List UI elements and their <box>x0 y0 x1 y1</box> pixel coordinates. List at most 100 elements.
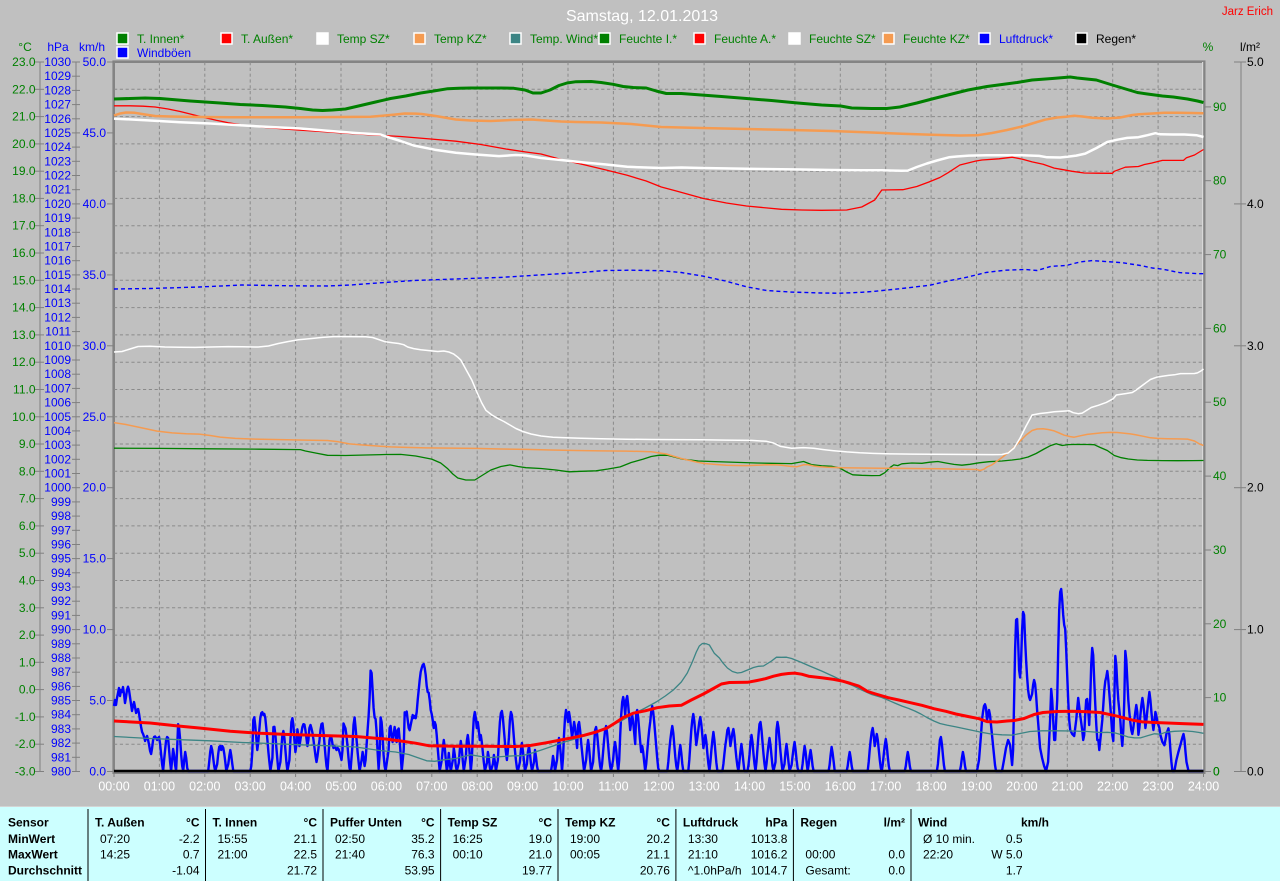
svg-text:Temp SZ*: Temp SZ* <box>337 32 390 46</box>
svg-text:°C: °C <box>18 40 32 54</box>
svg-text:1019: 1019 <box>44 211 71 225</box>
svg-text:990: 990 <box>51 623 71 637</box>
svg-text:20: 20 <box>1213 617 1227 631</box>
svg-text:21.1: 21.1 <box>294 832 318 846</box>
svg-text:12.0: 12.0 <box>12 355 36 369</box>
svg-text:07:20: 07:20 <box>100 832 130 846</box>
svg-text:km/h: km/h <box>1021 816 1049 830</box>
svg-text:°C: °C <box>539 816 553 830</box>
svg-text:1027: 1027 <box>44 98 71 112</box>
svg-text:14:00: 14:00 <box>734 780 765 794</box>
svg-text:1004: 1004 <box>44 424 71 438</box>
svg-text:1.7: 1.7 <box>1006 864 1023 878</box>
svg-text:15:55: 15:55 <box>218 832 248 846</box>
svg-text:21:00: 21:00 <box>218 848 248 862</box>
svg-text:23.0: 23.0 <box>12 55 36 69</box>
svg-text:1016.2: 1016.2 <box>751 848 788 862</box>
svg-text:15.0: 15.0 <box>12 273 36 287</box>
svg-text:5.0: 5.0 <box>19 546 36 560</box>
svg-text:Feuchte A.*: Feuchte A.* <box>714 32 776 46</box>
svg-text:994: 994 <box>51 566 71 580</box>
svg-text:996: 996 <box>51 538 71 552</box>
svg-text:4.0: 4.0 <box>19 574 36 588</box>
svg-text:984: 984 <box>51 708 71 722</box>
svg-text:Temp KZ: Temp KZ <box>565 816 615 830</box>
svg-text:16.0: 16.0 <box>12 246 36 260</box>
svg-text:40: 40 <box>1213 469 1227 483</box>
svg-text:16:25: 16:25 <box>453 832 483 846</box>
svg-text:1011: 1011 <box>45 325 71 339</box>
svg-text:1021: 1021 <box>44 183 71 197</box>
svg-text:1020: 1020 <box>44 197 71 211</box>
svg-text:987: 987 <box>51 665 71 679</box>
svg-text:02:50: 02:50 <box>335 832 365 846</box>
svg-text:1014.7: 1014.7 <box>751 864 788 878</box>
svg-text:70: 70 <box>1213 248 1227 262</box>
svg-text:Temp KZ*: Temp KZ* <box>434 32 487 46</box>
svg-text:991: 991 <box>51 608 71 622</box>
svg-text:Windböen: Windböen <box>137 46 191 60</box>
svg-text:W 5.0: W 5.0 <box>991 848 1023 862</box>
svg-text:995: 995 <box>51 552 71 566</box>
svg-text:0.0: 0.0 <box>89 765 106 779</box>
svg-text:1024: 1024 <box>44 140 71 154</box>
svg-text:20.2: 20.2 <box>647 832 671 846</box>
svg-text:Samstag, 12.01.2013: Samstag, 12.01.2013 <box>566 8 718 25</box>
svg-text:1013.8: 1013.8 <box>751 832 788 846</box>
svg-text:1005: 1005 <box>44 410 71 424</box>
svg-text:1030: 1030 <box>44 55 71 69</box>
svg-text:MaxWert: MaxWert <box>8 848 58 862</box>
svg-text:18:00: 18:00 <box>915 780 946 794</box>
svg-text:997: 997 <box>51 523 71 537</box>
svg-text:l/m²: l/m² <box>1240 40 1260 54</box>
svg-text:1014: 1014 <box>44 282 71 296</box>
svg-text:989: 989 <box>51 637 71 651</box>
svg-text:-1.04: -1.04 <box>172 864 200 878</box>
svg-text:13.0: 13.0 <box>12 328 36 342</box>
svg-text:1007: 1007 <box>44 381 71 395</box>
svg-text:1010: 1010 <box>44 339 71 353</box>
svg-text:20:00: 20:00 <box>1006 780 1037 794</box>
svg-text:986: 986 <box>51 679 71 693</box>
svg-text:0.0: 0.0 <box>888 864 905 878</box>
svg-text:07:00: 07:00 <box>416 780 447 794</box>
svg-text:17:00: 17:00 <box>870 780 901 794</box>
svg-text:10: 10 <box>1213 691 1227 705</box>
svg-text:45.0: 45.0 <box>83 126 107 140</box>
svg-text:1018: 1018 <box>44 225 71 239</box>
svg-text:1025: 1025 <box>44 126 71 140</box>
svg-text:00:05: 00:05 <box>570 848 600 862</box>
svg-text:01:00: 01:00 <box>144 780 175 794</box>
svg-text:1009: 1009 <box>44 353 71 367</box>
svg-text:00:00: 00:00 <box>98 780 129 794</box>
svg-text:l/m²: l/m² <box>884 816 905 830</box>
svg-text:-1.0: -1.0 <box>15 710 36 724</box>
svg-text:hPa: hPa <box>47 40 69 54</box>
svg-text:0.0: 0.0 <box>19 683 36 697</box>
svg-text:Regen: Regen <box>800 816 837 830</box>
svg-text:19:00: 19:00 <box>961 780 992 794</box>
svg-text:°C: °C <box>304 816 318 830</box>
svg-text:25.0: 25.0 <box>83 410 107 424</box>
svg-text:Wind: Wind <box>918 816 947 830</box>
svg-text:1022: 1022 <box>44 169 71 183</box>
svg-text:35.0: 35.0 <box>83 268 107 282</box>
svg-text:1028: 1028 <box>44 83 71 97</box>
svg-text:1013: 1013 <box>44 296 71 310</box>
svg-text:Gesamt:: Gesamt: <box>805 864 850 878</box>
svg-text:°C: °C <box>656 816 670 830</box>
svg-text:35.2: 35.2 <box>411 832 435 846</box>
svg-text:992: 992 <box>51 594 71 608</box>
svg-text:1.0: 1.0 <box>19 655 36 669</box>
svg-text:985: 985 <box>51 694 71 708</box>
svg-text:-2.0: -2.0 <box>15 737 36 751</box>
svg-text:hPa: hPa <box>765 816 787 830</box>
svg-text:08:00: 08:00 <box>462 780 493 794</box>
svg-text:-2.2: -2.2 <box>179 832 200 846</box>
svg-text:14.0: 14.0 <box>12 301 36 315</box>
svg-text:1016: 1016 <box>44 254 71 268</box>
svg-text:Luftdruck*: Luftdruck* <box>999 32 1053 46</box>
svg-text:21:00: 21:00 <box>1052 780 1083 794</box>
svg-text:1.0: 1.0 <box>1247 623 1264 637</box>
svg-text:Temp. Wind*: Temp. Wind* <box>530 32 598 46</box>
